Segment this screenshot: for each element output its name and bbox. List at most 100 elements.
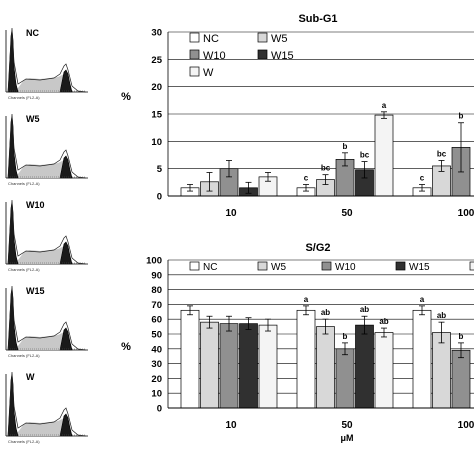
significance-label: ab bbox=[321, 308, 330, 317]
y-tick-label: 25 bbox=[151, 55, 162, 66]
y-tick-label: 5 bbox=[157, 164, 163, 175]
histogram-label: W15 bbox=[26, 286, 45, 296]
histogram-panel: W15 Channels (FL2-A) bbox=[5, 285, 88, 358]
x-category-label: 10 bbox=[225, 208, 237, 219]
legend-label: NC bbox=[203, 262, 217, 273]
bar bbox=[451, 349, 471, 409]
histogram-panel: NC Channels (FL2-A) bbox=[5, 27, 88, 100]
significance-label: bc bbox=[321, 164, 331, 173]
histogram-outline bbox=[7, 27, 87, 93]
significance-label: b bbox=[343, 332, 348, 341]
histogram-s-phase-fill bbox=[14, 332, 66, 350]
histogram-outline bbox=[7, 199, 87, 265]
significance-label: ab bbox=[437, 311, 446, 320]
significance-label: c bbox=[420, 174, 425, 183]
histogram-g2-peak bbox=[59, 69, 73, 93]
histogram-xlabel: Channels (FL2-A) bbox=[8, 267, 40, 272]
bar bbox=[180, 309, 200, 409]
histogram-panel: W10 Channels (FL2-A) bbox=[5, 199, 88, 272]
y-axis-label: % bbox=[121, 341, 131, 353]
significance-label: b bbox=[343, 142, 348, 151]
y-tick-label: 90 bbox=[151, 270, 162, 281]
y-tick-label: 0 bbox=[157, 404, 162, 415]
histogram-s-phase-fill bbox=[14, 160, 66, 178]
significance-label: a bbox=[304, 295, 309, 304]
legend-swatch bbox=[189, 49, 200, 60]
x-category-label: 100 bbox=[458, 208, 474, 219]
y-tick-label: 40 bbox=[151, 344, 162, 355]
legend-swatch bbox=[189, 261, 200, 271]
histogram-g2-peak bbox=[59, 155, 73, 179]
legend-label: W15 bbox=[409, 262, 430, 273]
histogram-g2-peak bbox=[59, 327, 73, 351]
x-axis-label: μM bbox=[340, 433, 353, 443]
significance-label: bc bbox=[360, 151, 370, 160]
histogram-label: W5 bbox=[26, 114, 40, 124]
bar-chart-sub-g1: Sub-G1 0 5 10 15 20 25 30% c bc b bc a c bc b 10 50 100 NC W… bbox=[121, 13, 474, 219]
y-tick-label: 10 bbox=[151, 137, 162, 148]
legend-swatch bbox=[257, 49, 268, 60]
bar bbox=[239, 323, 258, 409]
bar bbox=[200, 321, 219, 409]
chart-title: S/G2 bbox=[305, 242, 330, 254]
significance-label: ab bbox=[360, 305, 369, 314]
histogram-xlabel: Channels (FL2-A) bbox=[8, 353, 40, 358]
histogram-s-phase-fill bbox=[14, 418, 66, 436]
legend-label: W5 bbox=[271, 33, 288, 45]
histogram-outline bbox=[7, 371, 87, 437]
legend-swatch bbox=[395, 261, 406, 271]
bar bbox=[219, 323, 239, 409]
histogram-panel: W5 Channels (FL2-A) bbox=[5, 113, 88, 186]
histogram-label: W bbox=[26, 372, 35, 382]
y-tick-label: 20 bbox=[151, 82, 162, 93]
bar bbox=[374, 332, 394, 409]
y-tick-label: 60 bbox=[151, 315, 162, 326]
y-tick-label: 50 bbox=[151, 330, 162, 341]
x-category-label: 100 bbox=[458, 420, 474, 431]
legend-swatch bbox=[469, 261, 474, 271]
legend-label: W10 bbox=[335, 262, 356, 273]
bar bbox=[296, 309, 316, 409]
histogram-panel: W Channels (FL2-A) bbox=[5, 371, 88, 444]
histogram-xlabel: Channels (FL2-A) bbox=[8, 439, 40, 444]
bar bbox=[335, 348, 355, 409]
significance-label: ab bbox=[379, 317, 388, 326]
bar bbox=[355, 324, 374, 409]
legend-swatch bbox=[321, 261, 332, 271]
bar bbox=[432, 332, 451, 409]
significance-label: c bbox=[304, 174, 309, 183]
histogram-g2-peak bbox=[59, 241, 73, 265]
y-tick-label: 30 bbox=[151, 28, 162, 39]
legend-swatch bbox=[189, 32, 200, 43]
bar bbox=[374, 114, 394, 197]
legend-label: NC bbox=[203, 33, 219, 45]
bar bbox=[412, 309, 432, 409]
histogram-outline bbox=[7, 285, 87, 351]
significance-label: bc bbox=[437, 149, 447, 158]
bar bbox=[316, 326, 335, 409]
y-tick-label: 15 bbox=[151, 110, 162, 121]
histogram-xlabel: Channels (FL2-A) bbox=[8, 181, 40, 186]
legend-swatch bbox=[257, 32, 268, 43]
bar-chart-s-g2: S/G2 0 10 20 30 40 50 60 70 80 90 100% a ab b ab ab a ab b 1… bbox=[121, 242, 474, 443]
y-tick-label: 20 bbox=[151, 374, 162, 385]
y-tick-label: 70 bbox=[151, 300, 162, 311]
x-category-label: 10 bbox=[225, 420, 237, 431]
legend-swatch bbox=[189, 66, 200, 77]
histogram-s-phase-fill bbox=[14, 74, 66, 92]
y-tick-label: 10 bbox=[151, 389, 162, 400]
y-tick-label: 0 bbox=[157, 192, 162, 203]
significance-label: b bbox=[459, 332, 464, 341]
histogram-label: W10 bbox=[26, 200, 45, 210]
bar bbox=[258, 324, 278, 409]
chart-title: Sub-G1 bbox=[298, 13, 337, 25]
legend-label: W5 bbox=[271, 262, 286, 273]
x-category-label: 50 bbox=[341, 208, 353, 219]
x-category-label: 50 bbox=[341, 420, 353, 431]
histogram-label: NC bbox=[26, 28, 39, 38]
significance-label: a bbox=[382, 101, 387, 110]
histogram-outline bbox=[7, 113, 87, 179]
significance-label: b bbox=[459, 112, 464, 121]
